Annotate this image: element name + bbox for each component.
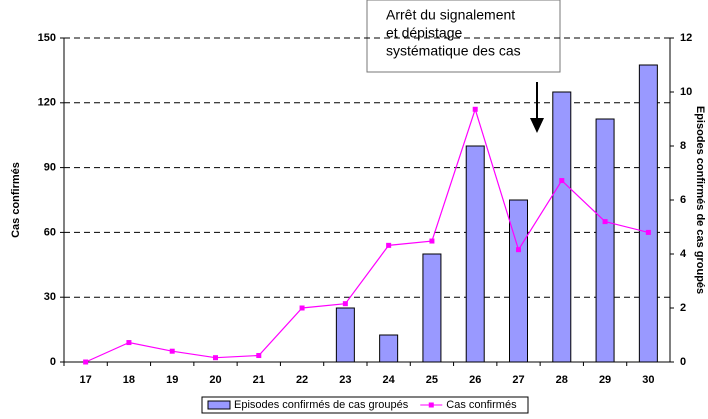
y2-tick-label: 4 bbox=[680, 248, 687, 260]
y-tick-label: 90 bbox=[44, 162, 56, 174]
bar bbox=[509, 199, 528, 363]
x-tick-label: 21 bbox=[253, 374, 265, 386]
legend-swatch bbox=[207, 400, 231, 410]
y-tick-label: 150 bbox=[38, 32, 56, 44]
bar bbox=[422, 253, 442, 363]
marker bbox=[299, 305, 305, 311]
legend-label: Episodes confirmés de cas groupés bbox=[234, 399, 409, 411]
annotation-text: Arrêt du signalement bbox=[386, 7, 515, 23]
legend-label: Cas confirmés bbox=[446, 399, 517, 411]
marker bbox=[83, 359, 89, 365]
marker bbox=[516, 247, 521, 253]
x-tick-label: 24 bbox=[383, 374, 396, 386]
legend-box bbox=[201, 396, 529, 414]
x-tick-label: 29 bbox=[599, 374, 611, 386]
bar bbox=[552, 91, 572, 363]
bar bbox=[638, 64, 658, 363]
marker bbox=[559, 178, 565, 184]
marker bbox=[126, 340, 132, 346]
y2-tick-label: 0 bbox=[680, 356, 686, 368]
annotation-text: systématique des cas bbox=[386, 43, 521, 59]
y-tick-label: 30 bbox=[44, 291, 56, 303]
annotation-text: et dépistage bbox=[386, 25, 462, 41]
y2-tick-label: 12 bbox=[680, 32, 692, 44]
y2-axis-title: Episodes confirmés de cas groupés bbox=[694, 106, 706, 294]
x-tick-label: 23 bbox=[339, 374, 351, 386]
x-tick-label: 27 bbox=[512, 374, 524, 386]
bar bbox=[595, 118, 615, 363]
x-tick-label: 25 bbox=[426, 374, 438, 386]
marker bbox=[169, 348, 175, 354]
annotation-box bbox=[366, 0, 561, 73]
y2-tick-label: 6 bbox=[680, 194, 686, 206]
y-tick-label: 60 bbox=[44, 226, 56, 238]
x-tick-label: 19 bbox=[166, 374, 178, 386]
marker bbox=[386, 242, 392, 248]
y-tick-label: 120 bbox=[38, 97, 56, 109]
marker bbox=[472, 106, 478, 112]
marker bbox=[645, 229, 651, 235]
bar bbox=[335, 307, 355, 363]
x-tick-label: 18 bbox=[123, 374, 135, 386]
marker bbox=[256, 353, 262, 359]
bar bbox=[379, 334, 399, 363]
x-tick-label: 26 bbox=[469, 374, 481, 386]
y2-tick-label: 10 bbox=[680, 86, 692, 98]
marker bbox=[602, 219, 608, 225]
x-tick-label: 20 bbox=[209, 374, 221, 386]
marker bbox=[342, 301, 348, 307]
marker bbox=[213, 355, 218, 361]
bar bbox=[465, 145, 485, 363]
x-tick-label: 17 bbox=[80, 374, 92, 386]
legend-marker bbox=[428, 402, 434, 408]
line bbox=[85, 107, 649, 363]
y-tick-label: 0 bbox=[50, 356, 56, 368]
marker bbox=[429, 238, 435, 244]
y2-tick-label: 2 bbox=[680, 302, 686, 314]
annotation-arrowhead bbox=[530, 118, 544, 133]
x-tick-label: 22 bbox=[296, 374, 308, 386]
x-tick-label: 30 bbox=[642, 374, 654, 386]
y2-tick-label: 8 bbox=[680, 140, 686, 152]
x-tick-label: 28 bbox=[556, 374, 568, 386]
y-axis-title: Cas confirmés bbox=[10, 162, 22, 238]
